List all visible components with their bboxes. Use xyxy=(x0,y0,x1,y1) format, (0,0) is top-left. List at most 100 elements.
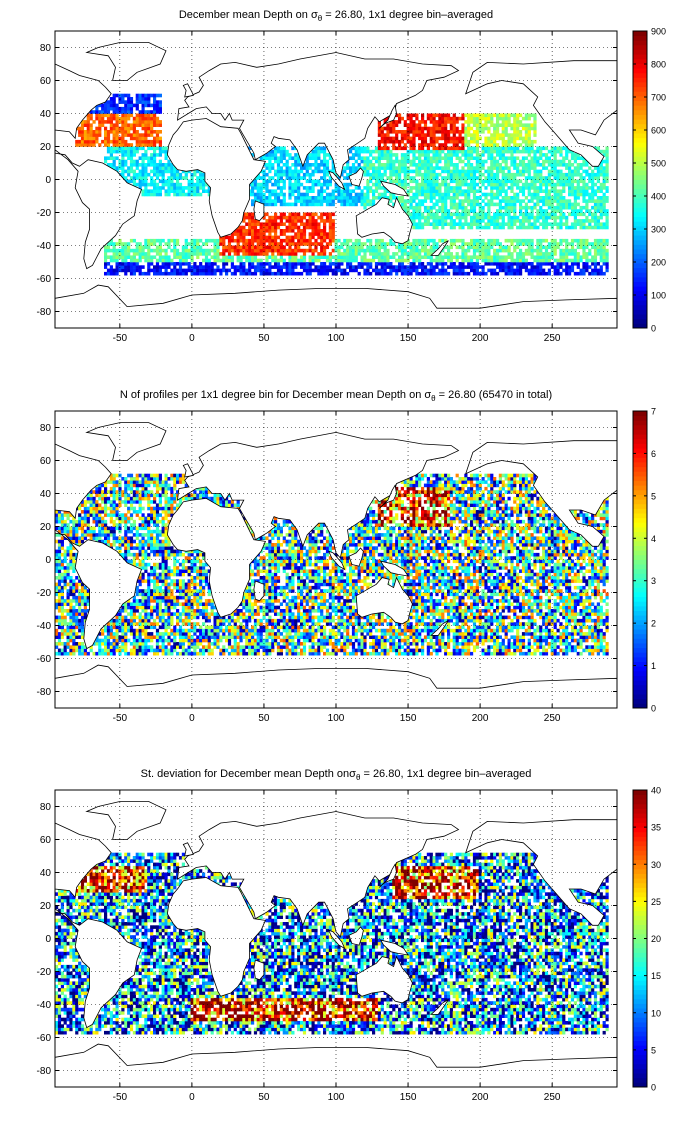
data-cell xyxy=(109,651,113,656)
data-cell xyxy=(274,182,278,187)
data-cell xyxy=(513,172,517,177)
data-cell xyxy=(484,252,488,256)
data-cell xyxy=(510,123,514,127)
data-cell xyxy=(455,143,459,147)
data-cell xyxy=(124,258,128,263)
data-cell xyxy=(158,265,162,269)
data-cell xyxy=(565,219,569,223)
data-cell xyxy=(311,153,315,157)
data-cell xyxy=(418,130,422,134)
data-cell xyxy=(507,248,511,253)
data-cell xyxy=(553,172,557,177)
data-cell xyxy=(328,156,332,160)
data-cell xyxy=(533,153,537,157)
data-cell xyxy=(409,149,413,154)
data-cell xyxy=(369,163,373,167)
data-cell xyxy=(521,258,526,263)
data-cell xyxy=(501,248,505,253)
data-cell xyxy=(121,139,125,144)
data-cell xyxy=(380,186,384,190)
data-cell xyxy=(493,156,497,160)
data-cell xyxy=(542,225,546,230)
data-cell xyxy=(527,163,531,167)
data-cell xyxy=(271,215,275,220)
data-cell xyxy=(426,179,430,184)
data-cell xyxy=(377,238,381,243)
data-cell xyxy=(432,182,436,187)
data-cell xyxy=(251,248,255,253)
data-cell xyxy=(409,163,413,167)
data-cell xyxy=(314,182,318,187)
data-cell xyxy=(325,163,330,167)
data-cell xyxy=(455,189,459,193)
data-cell xyxy=(444,199,448,203)
data-cell xyxy=(129,113,134,118)
data-cell xyxy=(227,255,232,259)
data-cell xyxy=(565,252,569,256)
data-cell xyxy=(380,166,384,170)
data-cell xyxy=(135,258,139,263)
data-cell xyxy=(547,255,551,259)
data-cell xyxy=(153,163,157,167)
data-cell xyxy=(461,176,465,180)
data-cell xyxy=(576,209,580,213)
data-cell xyxy=(144,120,148,124)
data-cell xyxy=(438,222,442,226)
data-cell xyxy=(409,123,413,127)
data-cell xyxy=(447,116,451,121)
colorbar-swatch xyxy=(633,249,647,255)
data-cell xyxy=(533,126,537,131)
data-cell xyxy=(593,258,598,263)
data-cell xyxy=(573,248,577,253)
colorbar-swatch xyxy=(633,105,647,111)
data-cell xyxy=(449,179,453,184)
data-cell xyxy=(314,153,318,157)
data-cell xyxy=(276,248,281,253)
data-cell xyxy=(216,252,220,256)
data-cell xyxy=(144,189,148,193)
data-cell xyxy=(331,163,335,167)
data-cell xyxy=(282,212,286,217)
data-cell xyxy=(259,258,263,263)
data-cell xyxy=(95,106,99,111)
data-cell xyxy=(507,202,511,207)
data-cell xyxy=(288,176,292,180)
data-cell xyxy=(121,110,125,114)
data-cell xyxy=(153,110,157,114)
data-cell xyxy=(276,146,281,151)
data-cell xyxy=(429,205,433,210)
data-cell xyxy=(423,245,428,250)
data-cell xyxy=(317,163,321,167)
data-cell xyxy=(153,265,157,269)
data-cell xyxy=(314,149,318,154)
data-cell xyxy=(383,196,387,200)
data-cell xyxy=(106,268,111,273)
data-cell xyxy=(481,149,485,154)
data-cell xyxy=(115,126,119,131)
data-cell xyxy=(245,248,249,253)
data-cell xyxy=(138,156,142,160)
data-cell xyxy=(533,130,537,134)
data-cell xyxy=(176,268,180,273)
data-cell xyxy=(412,179,416,184)
data-cell xyxy=(452,123,456,127)
data-cell xyxy=(282,172,286,177)
data-cell xyxy=(562,196,566,200)
data-cell xyxy=(562,255,566,259)
data-cell xyxy=(447,113,451,118)
data-cell xyxy=(596,166,600,170)
data-cell xyxy=(449,189,453,193)
data-cell xyxy=(418,120,422,124)
data-cell xyxy=(141,116,145,121)
data-cell xyxy=(464,248,468,253)
data-cell xyxy=(320,163,324,167)
data-cell xyxy=(602,205,606,210)
data-cell xyxy=(426,159,430,164)
data-cell xyxy=(121,130,125,134)
data-cell xyxy=(276,268,281,273)
data-cell xyxy=(553,205,557,210)
data-cell xyxy=(400,163,404,167)
data-cell xyxy=(291,262,295,266)
data-cell xyxy=(80,651,85,656)
data-cell xyxy=(366,268,370,273)
